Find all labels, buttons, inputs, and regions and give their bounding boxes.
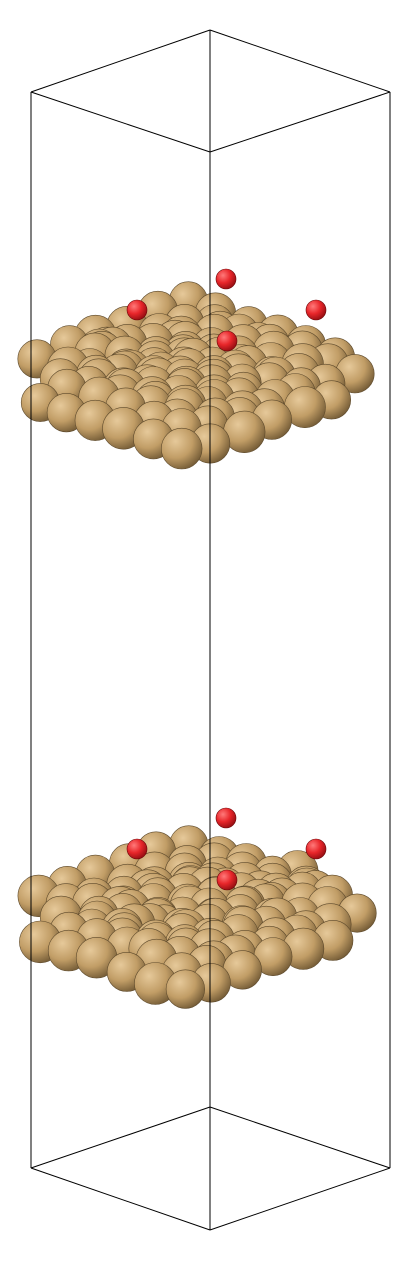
- oxygen-atom: [126, 838, 148, 860]
- cell-edge: [209, 29, 391, 93]
- cell-edge: [209, 1106, 391, 1169]
- cell-edge: [30, 1106, 211, 1169]
- oxygen-atom: [215, 268, 237, 290]
- cell-edge: [209, 1167, 391, 1231]
- metal-atom: [165, 969, 205, 1009]
- lower-slab: [17, 807, 377, 1009]
- oxygen-atom: [305, 299, 327, 321]
- oxygen-atom: [216, 330, 238, 352]
- oxygen-atom: [305, 838, 327, 860]
- metal-atom: [161, 427, 203, 470]
- oxygen-atom: [126, 299, 148, 321]
- upper-slab: [17, 268, 375, 470]
- cell-edge: [30, 1167, 211, 1231]
- cell-edge: [209, 91, 391, 153]
- oxygen-atom: [215, 807, 237, 829]
- cell-front-edges: [30, 91, 391, 1231]
- cell-edge: [30, 91, 211, 153]
- oxygen-atom: [216, 869, 238, 891]
- cell-edge: [30, 29, 211, 93]
